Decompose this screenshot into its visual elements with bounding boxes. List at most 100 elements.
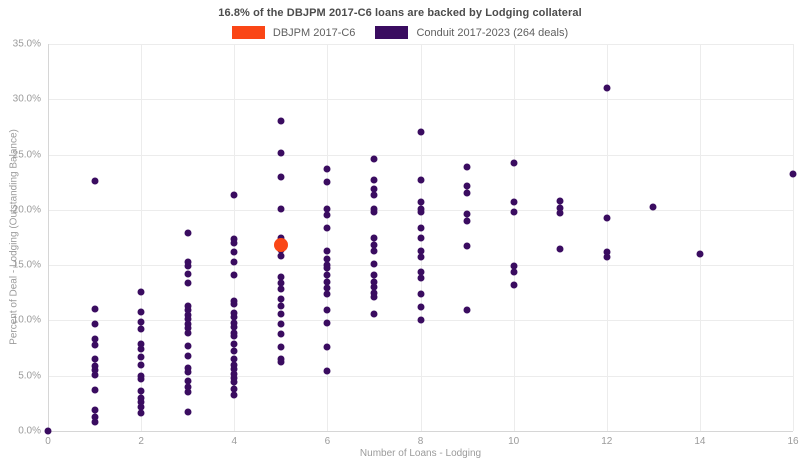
- data-point-conduit[interactable]: [137, 288, 145, 296]
- data-point-conduit[interactable]: [184, 364, 192, 372]
- data-point-conduit[interactable]: [184, 229, 192, 237]
- data-point-conduit[interactable]: [417, 224, 424, 232]
- data-point-conduit[interactable]: [370, 155, 378, 163]
- data-point-conduit[interactable]: [184, 320, 192, 328]
- data-point-conduit[interactable]: [370, 247, 378, 255]
- data-point-conduit[interactable]: [323, 290, 331, 298]
- data-point-conduit[interactable]: [230, 258, 238, 266]
- data-point-conduit[interactable]: [323, 284, 331, 292]
- data-point-conduit[interactable]: [277, 358, 285, 366]
- data-point-conduit[interactable]: [603, 253, 611, 261]
- data-point-conduit[interactable]: [91, 335, 99, 343]
- data-point-conduit[interactable]: [230, 361, 238, 369]
- data-point-conduit[interactable]: [417, 198, 424, 206]
- data-point-conduit[interactable]: [230, 370, 238, 377]
- data-point-conduit[interactable]: [323, 205, 331, 213]
- data-point-conduit[interactable]: [277, 173, 285, 181]
- data-point-conduit[interactable]: [184, 258, 192, 266]
- data-point-conduit[interactable]: [91, 366, 99, 374]
- data-point-conduit[interactable]: [370, 310, 378, 318]
- data-point-conduit[interactable]: [137, 325, 145, 333]
- data-point-conduit[interactable]: [137, 345, 145, 353]
- data-point-conduit[interactable]: [417, 234, 424, 241]
- data-point-conduit[interactable]: [230, 235, 238, 243]
- data-point-conduit[interactable]: [510, 281, 518, 289]
- data-point-conduit[interactable]: [277, 149, 285, 157]
- data-point-conduit[interactable]: [323, 271, 331, 279]
- data-point-conduit[interactable]: [137, 398, 145, 406]
- data-point-conduit[interactable]: [91, 418, 99, 426]
- data-point-conduit[interactable]: [323, 319, 331, 327]
- data-point-conduit[interactable]: [137, 387, 145, 395]
- data-point-conduit[interactable]: [184, 262, 192, 270]
- data-point-conduit[interactable]: [417, 128, 424, 136]
- data-point-conduit[interactable]: [184, 324, 192, 332]
- data-point-conduit[interactable]: [91, 371, 99, 379]
- data-point-conduit[interactable]: [277, 285, 285, 293]
- data-point-conduit[interactable]: [277, 273, 285, 281]
- data-point-conduit[interactable]: [417, 268, 424, 276]
- data-point-conduit[interactable]: [417, 290, 424, 298]
- data-point-conduit[interactable]: [137, 340, 145, 348]
- data-point-conduit[interactable]: [230, 313, 238, 321]
- data-point-conduit[interactable]: [44, 427, 52, 435]
- data-point-conduit[interactable]: [137, 361, 145, 369]
- data-point-conduit[interactable]: [277, 310, 285, 318]
- data-point-conduit[interactable]: [137, 353, 145, 361]
- data-point-conduit[interactable]: [323, 367, 331, 375]
- data-point-conduit[interactable]: [789, 170, 797, 178]
- data-point-conduit[interactable]: [184, 315, 192, 323]
- data-point-conduit[interactable]: [323, 247, 331, 255]
- data-point-conduit[interactable]: [184, 342, 192, 350]
- data-point-conduit[interactable]: [463, 210, 471, 218]
- data-point-conduit[interactable]: [230, 391, 238, 398]
- data-point-conduit[interactable]: [510, 198, 518, 206]
- legend-item-dbjpm[interactable]: DBJPM 2017-C6: [231, 26, 355, 39]
- data-point-conduit[interactable]: [417, 208, 424, 216]
- data-point-conduit[interactable]: [137, 403, 145, 411]
- data-point-conduit[interactable]: [91, 413, 99, 421]
- data-point-conduit[interactable]: [137, 375, 145, 383]
- data-point-conduit[interactable]: [417, 247, 424, 255]
- data-point-conduit[interactable]: [230, 248, 238, 256]
- data-point-conduit[interactable]: [277, 117, 285, 125]
- data-point-conduit[interactable]: [91, 177, 99, 185]
- data-point-conduit[interactable]: [91, 320, 99, 328]
- data-point-conduit[interactable]: [230, 319, 238, 327]
- data-point-conduit[interactable]: [277, 279, 285, 287]
- data-point-conduit[interactable]: [603, 248, 611, 256]
- data-point-conduit[interactable]: [463, 189, 471, 197]
- data-point-conduit[interactable]: [649, 203, 657, 211]
- data-point-conduit[interactable]: [277, 295, 285, 303]
- data-point-conduit[interactable]: [137, 318, 145, 326]
- data-point-conduit[interactable]: [230, 309, 238, 317]
- data-point-conduit[interactable]: [323, 306, 331, 314]
- data-point-conduit[interactable]: [230, 323, 238, 331]
- data-point-conduit[interactable]: [463, 242, 471, 250]
- data-point-conduit[interactable]: [230, 239, 238, 247]
- data-point-conduit[interactable]: [370, 176, 378, 184]
- data-point-conduit[interactable]: [91, 305, 99, 313]
- data-point-conduit[interactable]: [137, 308, 145, 316]
- data-point-conduit[interactable]: [556, 197, 564, 205]
- data-point-conduit[interactable]: [277, 330, 285, 338]
- data-point-conduit[interactable]: [463, 182, 471, 190]
- data-point-conduit[interactable]: [137, 409, 145, 417]
- data-point-conduit[interactable]: [323, 224, 331, 232]
- data-point-conduit[interactable]: [323, 278, 331, 286]
- data-point-conduit[interactable]: [510, 208, 518, 216]
- data-point-conduit[interactable]: [277, 302, 285, 310]
- data-point-conduit[interactable]: [696, 250, 704, 258]
- data-point-conduit[interactable]: [91, 341, 99, 349]
- data-point-conduit[interactable]: [370, 234, 378, 241]
- data-point-conduit[interactable]: [184, 306, 192, 314]
- data-point-conduit[interactable]: [184, 270, 192, 278]
- data-point-conduit[interactable]: [184, 279, 192, 287]
- legend-item-conduit[interactable]: Conduit 2017-2023 (264 deals): [375, 26, 568, 39]
- data-point-conduit[interactable]: [370, 283, 378, 291]
- data-point-conduit[interactable]: [230, 347, 238, 355]
- data-point-conduit[interactable]: [230, 365, 238, 373]
- data-point-dbjpm[interactable]: [273, 238, 288, 253]
- data-point-conduit[interactable]: [603, 214, 611, 222]
- data-point-conduit[interactable]: [370, 241, 378, 249]
